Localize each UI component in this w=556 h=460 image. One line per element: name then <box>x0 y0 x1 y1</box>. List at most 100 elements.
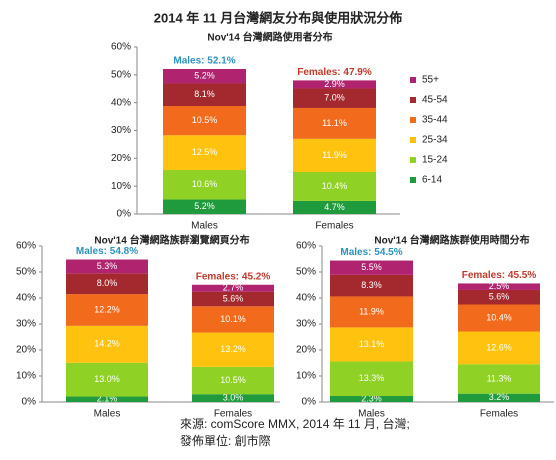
bar-segment <box>192 306 274 333</box>
bar-segment <box>66 259 148 274</box>
bar-segment <box>330 361 413 397</box>
total-annotation: Females: 45.2% <box>196 271 271 282</box>
segment-label: 7.0% <box>324 93 345 103</box>
legend-label: 35-44 <box>422 115 448 126</box>
total-annotation: Males: 54.8% <box>76 246 138 257</box>
segment-label: 12.2% <box>94 304 120 314</box>
legend-label: 25-34 <box>422 135 448 146</box>
segment-label: 10.4% <box>486 312 512 322</box>
bar-segment <box>458 393 540 402</box>
legend-label: 6-14 <box>422 175 442 186</box>
bar-segment <box>293 88 376 108</box>
bar-segment <box>163 170 246 200</box>
total-annotation: Males: 54.5% <box>340 247 402 258</box>
segment-label: 3.0% <box>223 392 244 402</box>
segment-label: 10.5% <box>192 115 218 125</box>
segment-label: 5.6% <box>223 293 244 303</box>
legend-swatch <box>410 77 416 83</box>
y-tick-label: 40% <box>16 293 36 304</box>
bar-segment <box>330 327 413 362</box>
bar-segment <box>330 274 413 297</box>
segment-label: 13.0% <box>94 374 120 384</box>
bar-segment <box>330 260 413 275</box>
x-tick-label: Females <box>480 409 518 420</box>
x-tick-label: Females <box>315 221 353 232</box>
segment-label: 5.2% <box>194 201 215 211</box>
segment-label: 11.9% <box>322 150 347 160</box>
bar-segment <box>66 396 148 402</box>
segment-label: 5.6% <box>489 292 510 302</box>
segment-label: 14.2% <box>94 339 120 349</box>
source-line: 發佈單位: 創市際 <box>180 433 271 448</box>
legend-label: 45-54 <box>422 95 448 106</box>
segment-label: 10.5% <box>220 375 246 385</box>
y-tick-label: 50% <box>16 267 36 278</box>
bar-segment <box>458 304 540 332</box>
total-annotation: Males: 52.1% <box>173 56 235 67</box>
y-tick-label: 60% <box>16 241 36 252</box>
bar-segment <box>458 331 540 365</box>
bar-segment <box>192 366 274 395</box>
chart-title: Nov'14 台灣網路使用者分布 <box>207 31 332 44</box>
segment-label: 12.5% <box>192 147 218 157</box>
y-tick-label: 20% <box>16 345 36 356</box>
y-tick-label: 30% <box>296 319 316 330</box>
segment-label: 2.3% <box>361 393 382 403</box>
bar-segment <box>163 199 246 214</box>
total-annotation: Females: 47.9% <box>297 67 372 78</box>
segment-label: 4.7% <box>324 202 345 212</box>
chart-title: Nov'14 台灣網路族群瀏覽網頁分布 <box>94 234 249 247</box>
segment-label: 8.1% <box>194 89 215 99</box>
bar-segment <box>192 394 274 402</box>
total-annotation: Females: 45.5% <box>462 270 537 281</box>
source-line: 來源: comScore MMX, 2014 年 11 月, 台灣; <box>180 416 410 431</box>
chart-title: Nov'14 台灣網路族群使用時間分布 <box>374 234 529 247</box>
bar-segment <box>163 83 246 107</box>
segment-label: 13.3% <box>359 373 385 383</box>
y-tick-label: 40% <box>296 293 316 304</box>
y-tick-label: 20% <box>296 345 316 356</box>
x-tick-label: Males <box>358 409 385 420</box>
segment-label: 11.9% <box>359 306 384 316</box>
bar-segment <box>458 364 540 394</box>
segment-label: 10.1% <box>220 314 246 324</box>
y-tick-label: 0% <box>302 397 317 408</box>
segment-label: 8.3% <box>361 280 382 290</box>
segment-label: 2.5% <box>489 281 510 291</box>
bar-segment <box>192 284 274 292</box>
segment-label: 12.6% <box>486 342 512 352</box>
y-tick-label: 50% <box>296 267 316 278</box>
y-tick-label: 30% <box>16 319 36 330</box>
bar-segment <box>66 362 148 397</box>
segment-label: 5.5% <box>361 262 382 272</box>
segment-label: 5.3% <box>97 261 118 271</box>
y-tick-label: 20% <box>111 153 131 164</box>
bar-segment <box>66 273 148 295</box>
segment-label: 11.1% <box>322 118 347 128</box>
segment-label: 10.4% <box>322 181 348 191</box>
y-tick-label: 30% <box>111 125 131 136</box>
bar-segment <box>163 135 246 171</box>
segment-label: 2.9% <box>324 79 345 89</box>
x-tick-label: Males <box>191 221 218 232</box>
bar-segment <box>293 171 376 201</box>
y-tick-label: 10% <box>296 371 316 382</box>
y-tick-label: 60% <box>296 241 316 252</box>
bar-segment <box>330 396 413 402</box>
y-tick-label: 50% <box>111 69 131 80</box>
legend-label: 55+ <box>422 75 439 86</box>
y-tick-label: 60% <box>111 42 131 53</box>
bar-segment <box>293 80 376 89</box>
segment-label: 13.2% <box>220 344 246 354</box>
bar-segment <box>293 138 376 172</box>
bar-segment <box>192 291 274 307</box>
segment-label: 2.7% <box>223 283 244 293</box>
segment-label: 3.2% <box>489 392 510 402</box>
legend-swatch <box>410 117 416 123</box>
bar-segment <box>293 200 376 214</box>
bar-segment <box>192 332 274 367</box>
bar-segment <box>163 68 246 84</box>
bar-segment <box>330 296 413 328</box>
y-tick-label: 10% <box>111 181 131 192</box>
